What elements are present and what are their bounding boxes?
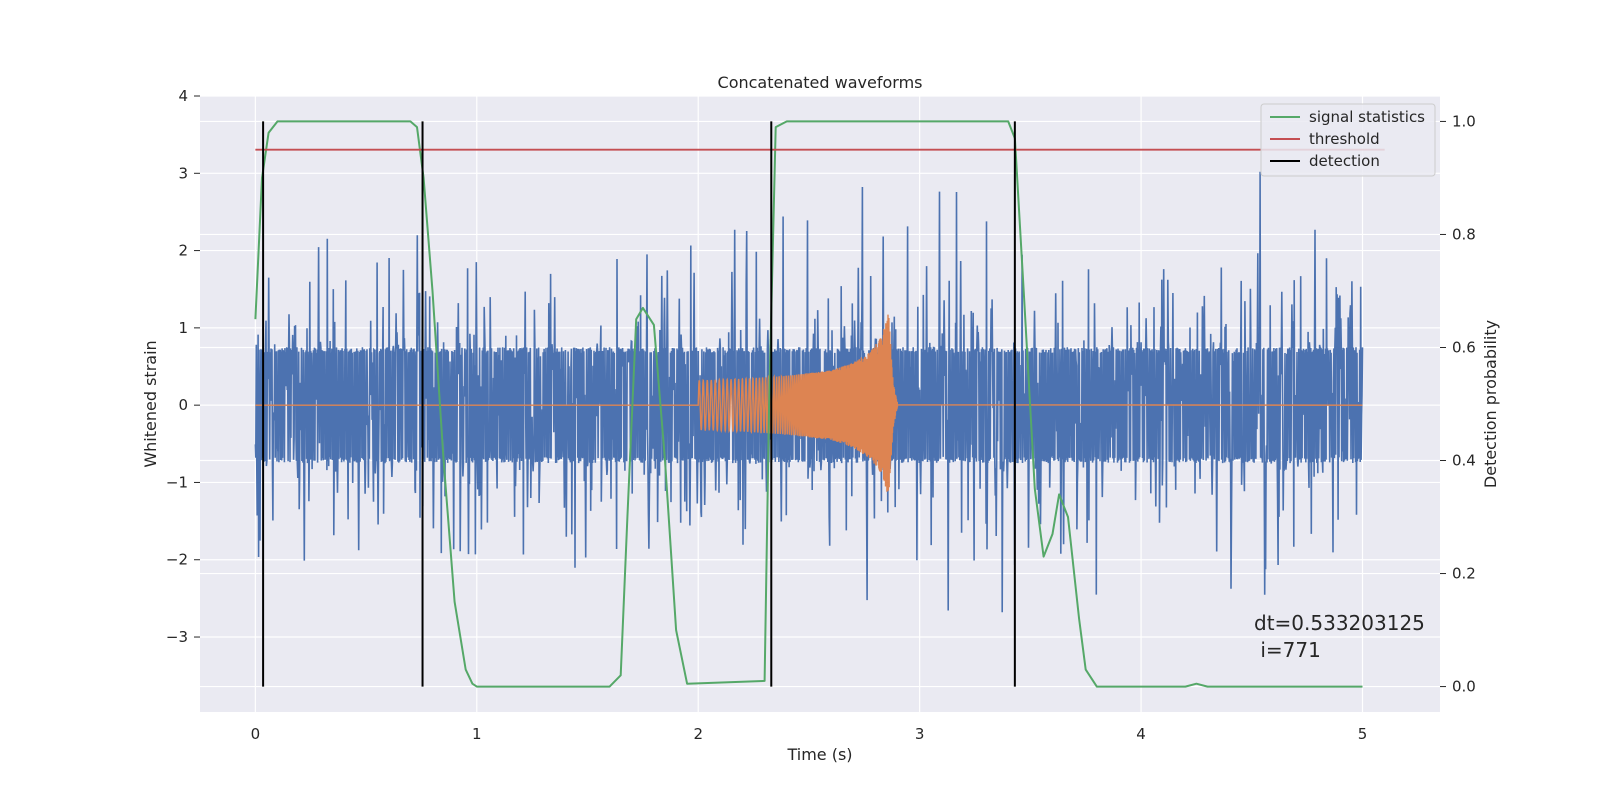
- y2-tick-label: 0.2: [1452, 565, 1476, 583]
- y-tick-label: 1: [178, 319, 188, 337]
- x-tick-label: 1: [472, 725, 482, 743]
- y-tick-label: −3: [166, 628, 188, 646]
- y2-tick-label: 1.0: [1452, 112, 1476, 130]
- x-tick-label: 0: [251, 725, 261, 743]
- legend-label-threshold: threshold: [1309, 130, 1380, 148]
- y-tick-label: −2: [166, 551, 188, 569]
- annotation-i: i=771: [1254, 638, 1321, 662]
- injection-series: [255, 314, 1363, 492]
- chart-title: Concatenated waveforms: [718, 73, 923, 92]
- y2-tick-label: 0.8: [1452, 225, 1476, 243]
- legend-label-signal-statistics: signal statistics: [1309, 108, 1425, 126]
- annotation-dt: dt=0.533203125: [1254, 611, 1425, 635]
- y-tick-label: 3: [178, 164, 188, 182]
- y2-tick-label: 0.6: [1452, 338, 1476, 356]
- x-tick-label: 2: [693, 725, 703, 743]
- axis-ticks: 0 1 2 3 4 5 −3 −2 −1 0 1 2 3 4 0.0 0.2 0.4 0.6 0.8 1.0: [166, 87, 1476, 743]
- x-tick-label: 3: [915, 725, 925, 743]
- x-axis-label: Time (s): [786, 745, 852, 764]
- y2-tick-label: 0.0: [1452, 678, 1476, 696]
- y2-tick-label: 0.4: [1452, 452, 1476, 470]
- x-tick-label: 5: [1358, 725, 1368, 743]
- y-tick-label: 4: [178, 87, 188, 105]
- y-tick-label: 0: [178, 396, 188, 414]
- legend: signal statistics threshold detection: [1260, 103, 1436, 177]
- x-tick-label: 4: [1136, 725, 1146, 743]
- y-tick-label: −1: [166, 473, 188, 491]
- legend-box: [1260, 103, 1436, 177]
- noise-series: [254, 171, 1364, 613]
- y-tick-label: 2: [178, 242, 188, 260]
- legend-label-detection: detection: [1309, 152, 1380, 170]
- y2-axis-label: Detection probability: [1481, 320, 1500, 488]
- plot-lines: [254, 120, 1385, 688]
- y-axis-label: Whitened strain: [141, 340, 160, 467]
